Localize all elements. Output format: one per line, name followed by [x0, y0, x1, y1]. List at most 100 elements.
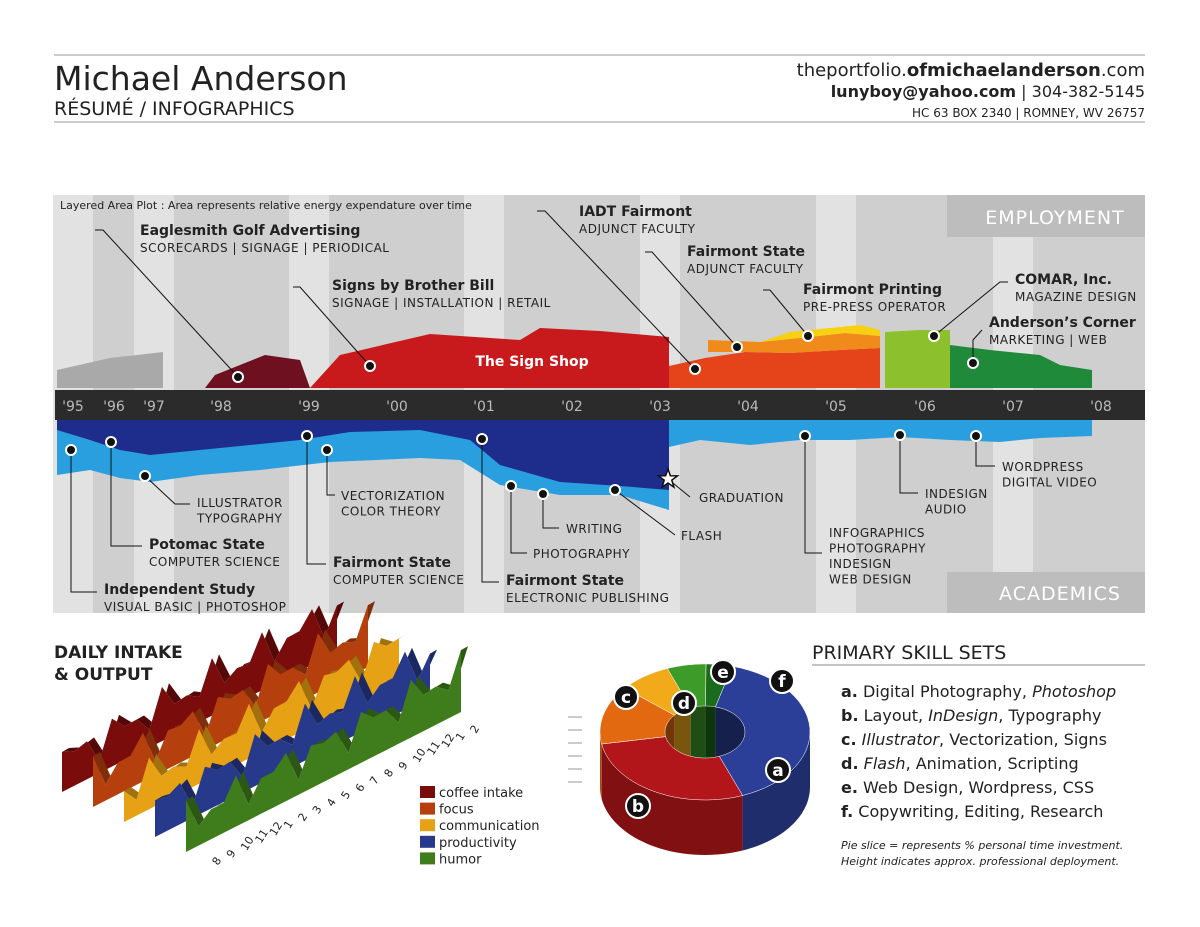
- segment: theportfolio.: [797, 60, 907, 81]
- school-detail: INDESIGN: [829, 557, 892, 571]
- legend-label: coffee intake: [439, 786, 523, 801]
- school-detail: AUDIO: [925, 503, 967, 517]
- marker-dot: [689, 363, 701, 375]
- year-label: '00: [386, 399, 408, 415]
- school-detail: WEB DESIGN: [829, 573, 912, 587]
- school-detail: GRADUATION: [699, 491, 784, 505]
- hour-label: 5: [339, 789, 354, 802]
- hour-label: 11: [253, 827, 271, 846]
- pie-label-bg: [625, 793, 651, 819]
- address: HC 63 BOX 2340 | ROMNEY, WV 26757: [912, 106, 1145, 120]
- marker-dot: [537, 488, 549, 500]
- ribbon: [124, 638, 399, 822]
- school-detail: PHOTOGRAPHY: [533, 547, 630, 561]
- marker-dot: [505, 480, 517, 492]
- year-label: '05: [825, 399, 847, 415]
- pie-label-bg: [671, 690, 697, 716]
- hour-label: 2: [296, 811, 311, 824]
- skill-text: , Typography: [998, 706, 1101, 725]
- marker-dot: [970, 430, 982, 442]
- skill-marker: c.: [841, 730, 857, 749]
- marker-dot: [928, 330, 940, 342]
- legend-swatch: [420, 819, 435, 832]
- marker-dot: [609, 484, 621, 496]
- leader-line: [293, 286, 371, 367]
- skill-text: Flash: [864, 754, 906, 773]
- pie-label: c: [621, 688, 631, 708]
- segment: | 304-382-5145: [1016, 82, 1145, 101]
- skill-item: e. Web Design, Wordpress, CSS: [841, 778, 1094, 797]
- hour-label: 10: [410, 746, 428, 765]
- skill-marker: b.: [841, 706, 859, 725]
- skill-marker: d.: [841, 754, 859, 773]
- job-detail: ADJUNCT FACULTY: [687, 262, 804, 276]
- star: [656, 466, 680, 489]
- school-detail: PHOTOGRAPHY: [829, 542, 926, 556]
- website: theportfolio.ofmichaelanderson.com: [797, 60, 1145, 81]
- section-title: DAILY INTAKE: [54, 643, 183, 663]
- school-detail: VISUAL BASIC | PHOTOSHOP: [104, 600, 286, 614]
- hour-label: 8: [210, 855, 225, 868]
- pie-label-bg: [769, 668, 795, 694]
- legend-swatch: [420, 835, 435, 848]
- leader-line: [645, 251, 738, 348]
- job-title: COMAR, Inc.: [1015, 272, 1112, 288]
- segment: ofmichaelanderson: [907, 60, 1101, 81]
- school-detail: ILLUSTRATOR: [197, 496, 283, 510]
- job-title: Signs by Brother Bill: [332, 278, 494, 294]
- skill-text: InDesign: [928, 706, 998, 725]
- skill-item: c. Illustrator, Vectorization, Signs: [841, 730, 1107, 749]
- year-label: '08: [1090, 399, 1112, 415]
- school-detail: DIGITAL VIDEO: [1002, 476, 1097, 490]
- leader-line: [306, 436, 326, 565]
- leader-line: [763, 289, 809, 337]
- ribbon: [155, 651, 430, 837]
- legend-label: productivity: [439, 836, 517, 851]
- school-detail: ELECTRONIC PUBLISHING: [506, 591, 669, 605]
- school-detail: COMPUTER SCIENCE: [149, 555, 280, 569]
- leader-line: [933, 281, 1008, 337]
- marker-dot: [65, 444, 77, 456]
- segment: lunyboy@yahoo.com: [831, 82, 1016, 101]
- slice-side: [742, 732, 810, 851]
- ribbon: [62, 605, 337, 792]
- skill-text: Copywriting, Editing, Research: [858, 802, 1103, 821]
- leader-line: [144, 475, 190, 505]
- legend-label: focus: [439, 803, 474, 818]
- school-detail: WRITING: [566, 522, 622, 536]
- area: [708, 333, 880, 353]
- footnote: Height indicates approx. professional de…: [841, 855, 1119, 868]
- skill-text: Digital Photography,: [863, 682, 1032, 701]
- year-label: '03: [649, 399, 671, 415]
- school-detail: TYPOGRAPHY: [196, 512, 282, 526]
- year-label: '07: [1002, 399, 1024, 415]
- pie-label: a: [772, 761, 783, 781]
- skill-text: , Vectorization, Signs: [939, 730, 1107, 749]
- slice-side: [600, 732, 602, 799]
- hour-label: 11: [425, 739, 443, 758]
- leader-line: [537, 210, 696, 370]
- job-detail: SIGNAGE | INSTALLATION | RETAIL: [332, 296, 551, 310]
- leader-line: [972, 329, 983, 363]
- marker-dot: [139, 470, 151, 482]
- year-label: '99: [298, 399, 320, 415]
- legend-label: communication: [439, 819, 540, 834]
- ribbon: [186, 650, 461, 852]
- slice-inner: [705, 706, 716, 762]
- pie-label-bg: [710, 659, 736, 685]
- hour-label: 3: [310, 803, 325, 816]
- skill-text: Web Design, Wordpress, CSS: [863, 778, 1094, 797]
- skill-marker: a.: [841, 682, 858, 701]
- hour-label: 10: [238, 834, 256, 853]
- pie-label: e: [717, 663, 729, 683]
- pie-label: d: [678, 694, 690, 714]
- marker-dot: [731, 341, 743, 353]
- leader-line: [614, 489, 676, 536]
- skill-marker: e.: [841, 778, 858, 797]
- skill-item: f. Copywriting, Editing, Research: [841, 802, 1103, 821]
- area: [885, 330, 950, 388]
- job-detail: MAGAZINE DESIGN: [1015, 290, 1137, 304]
- hour-label: 8: [382, 767, 397, 780]
